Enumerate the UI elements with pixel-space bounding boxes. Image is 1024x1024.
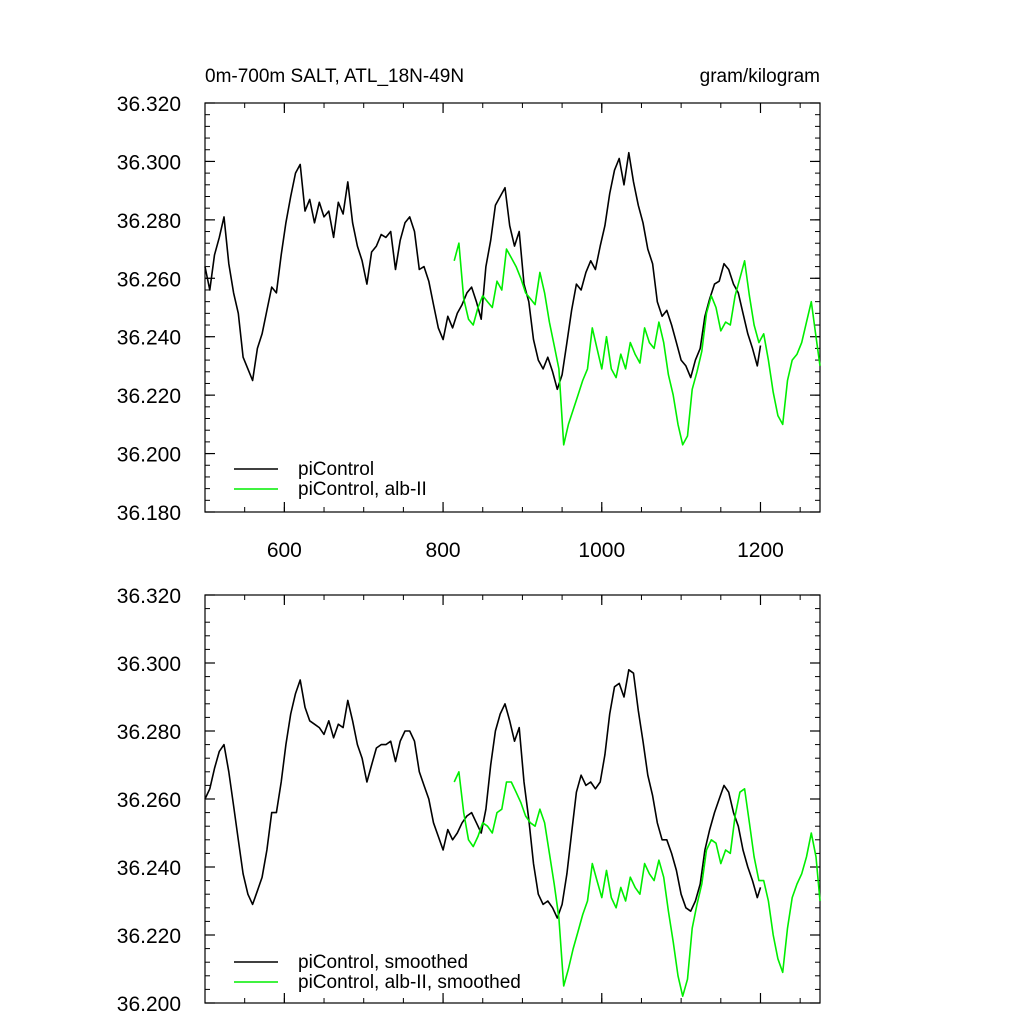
top-y-tick-label: 36.240 [117, 327, 181, 350]
top-x-tick-label: 600 [267, 539, 302, 562]
top-legend-label-2: piControl, alb-II [298, 479, 427, 500]
top-x-tick-label: 1000 [578, 539, 625, 562]
bottom-y-tick-label: 36.220 [117, 925, 181, 948]
bottom-series-line-2 [453, 771, 821, 997]
bottom-y-tick-label: 36.300 [117, 653, 181, 676]
top-title-right: gram/kilogram [700, 66, 820, 87]
bottom-y-tick-label: 36.240 [117, 857, 181, 880]
top-y-tick-label: 36.180 [117, 502, 181, 525]
top-x-tick-label: 800 [426, 539, 461, 562]
bottom-y-tick-label: 36.260 [117, 789, 181, 812]
top-y-tick-label: 36.320 [117, 93, 181, 116]
top-series-line-2 [453, 242, 821, 446]
top-plot-frame [204, 102, 821, 513]
top-y-tick-label: 36.260 [117, 268, 181, 291]
top-y-tick-label: 36.220 [117, 385, 181, 408]
top-panel: 0m-700m SALT, ATL_18N-49N gram/kilogram … [117, 66, 821, 562]
top-title-left: 0m-700m SALT, ATL_18N-49N [205, 66, 464, 87]
bottom-series-line-1 [204, 669, 762, 919]
top-y-tick-label: 36.200 [117, 444, 181, 467]
bottom-legend-label-2: piControl, alb-II, smoothed [298, 972, 521, 993]
top-series-line-1 [204, 151, 762, 391]
top-y-tick-label: 36.300 [117, 151, 181, 174]
bottom-legend-label-1: piControl, smoothed [298, 952, 468, 973]
bottom-panel: 36.200 36.220 36.240 36.260 36.280 36.300 36.3… [117, 585, 821, 1016]
bottom-plot-frame [204, 594, 821, 1004]
bottom-y-tick-label: 36.280 [117, 721, 181, 744]
bottom-y-tick-label: 36.320 [117, 585, 181, 608]
top-y-tick-label: 36.280 [117, 210, 181, 233]
top-legend-label-1: piControl [298, 459, 374, 480]
bottom-y-tick-label: 36.200 [117, 993, 181, 1016]
top-x-tick-label: 1200 [737, 539, 784, 562]
